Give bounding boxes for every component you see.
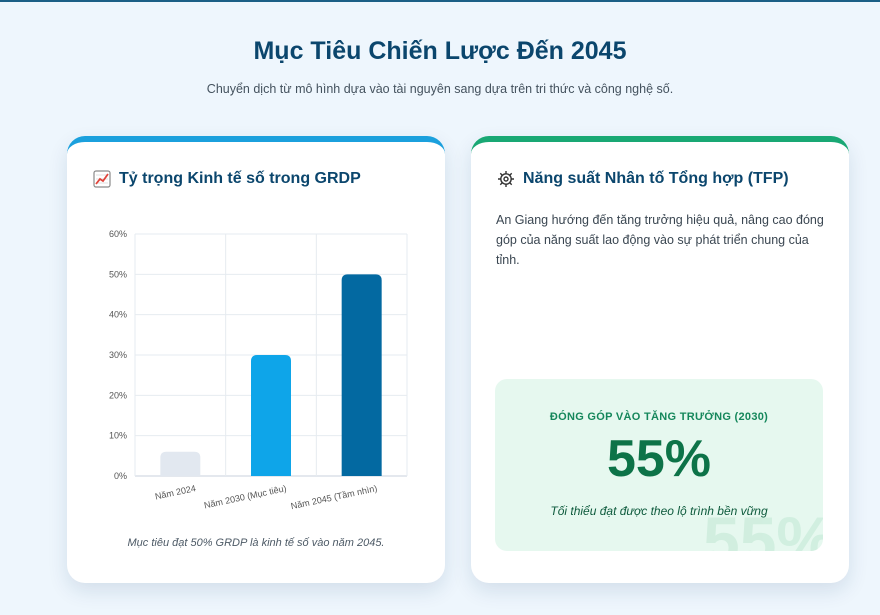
stat-label: ĐÓNG GÓP VÀO TĂNG TRƯỞNG (2030) [549, 411, 769, 423]
y-tick-label: 30% [109, 350, 127, 360]
digital-economy-chart: 0% 10% 20% 30% 40% 50% 60% Năm 2024 Năm 2030 (Mụ… [67, 212, 445, 512]
chart-increasing-icon [93, 170, 111, 188]
page-title: Mục Tiêu Chiến Lược Đến 2045 [253, 37, 627, 65]
bar [251, 355, 291, 476]
y-tick-label: 40% [109, 310, 127, 320]
y-tick-label: 60% [109, 229, 127, 239]
tfp-description: An Giang hướng đến tăng trưởng hiệu quả,… [496, 213, 824, 267]
bar [160, 451, 201, 476]
y-tick-label: 50% [109, 269, 127, 279]
tfp-card-header: Năng suất Nhân tố Tổng hợp (TFP) [497, 170, 789, 188]
page-subtitle: Chuyển dịch từ mô hình dựa vào tài nguyê… [206, 82, 674, 96]
digital-economy-card-title: Tỷ trọng Kinh tế số trong GRDP [119, 170, 361, 187]
y-tick-label: 20% [109, 390, 127, 400]
chart-caption: Mục tiêu đạt 50% GRDP là kinh tế số vào … [127, 537, 385, 549]
x-tick-label: Năm 2045 (Tầm nhìn) [290, 483, 378, 511]
bar-group [341, 274, 382, 476]
bar-chart-svg: 0% 10% 20% 30% 40% 50% 60% Năm 2024 Năm 2030 (Mụ… [109, 229, 408, 511]
stat-value: 55% [606, 430, 712, 488]
x-tick-label: Năm 2024 [154, 483, 197, 501]
bar-group [160, 451, 201, 476]
tfp-card: Năng suất Nhân tố Tổng hợp (TFP) An Gian… [471, 136, 849, 583]
x-tick-label: Năm 2030 (Mục tiêu) [203, 483, 287, 510]
bar [341, 274, 382, 476]
gear-icon [497, 170, 515, 188]
stat-watermark: 55% [703, 503, 823, 551]
y-tick-label: 0% [114, 471, 127, 481]
digital-economy-card-header: Tỷ trọng Kinh tế số trong GRDP [93, 170, 361, 188]
top-accent-line [0, 0, 880, 2]
digital-economy-card: Tỷ trọng Kinh tế số trong GRDP 0% 10% 20% 3… [67, 136, 445, 583]
bar-group [251, 355, 291, 476]
tfp-stat-box: 55% ĐÓNG GÓP VÀO TĂNG TRƯỞNG (2030) 55% … [495, 379, 823, 551]
y-tick-label: 10% [109, 431, 127, 441]
stat-note: Tối thiểu đạt được theo lộ trình bền vữn… [550, 504, 768, 518]
tfp-card-title: Năng suất Nhân tố Tổng hợp (TFP) [523, 170, 789, 187]
